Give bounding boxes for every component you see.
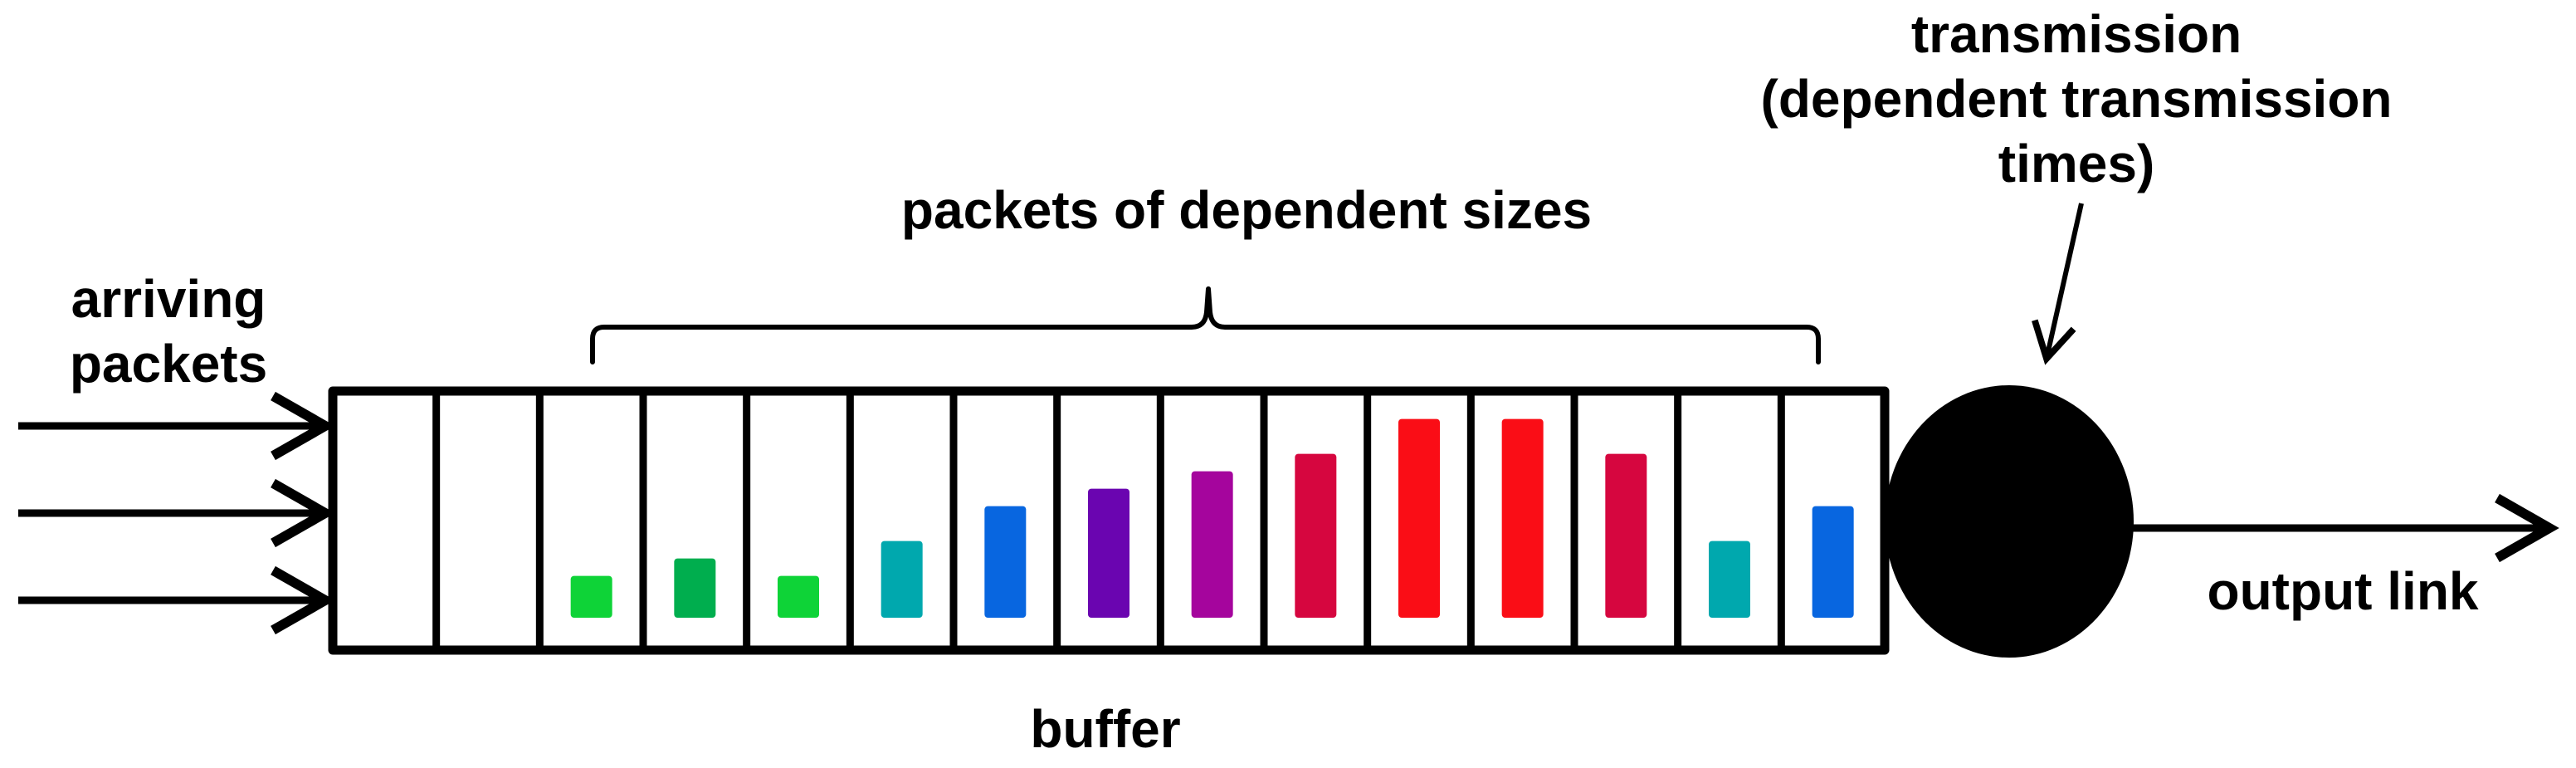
packet-bar [1295, 453, 1337, 618]
packet-bar [1812, 506, 1854, 618]
buffer-slot-dividers [432, 391, 1785, 650]
arriving-label-line2: packets [70, 334, 267, 394]
transmission-label-line2: (dependent transmission [1761, 69, 2393, 129]
packet-bar [1088, 488, 1129, 618]
packet-bar [1709, 541, 1750, 618]
packet-bar [1398, 418, 1440, 618]
packet-bar [1191, 471, 1233, 618]
arriving-arrows [18, 391, 335, 635]
packets-brace [590, 286, 1821, 364]
packets-label: packets of dependent sizes [901, 180, 1592, 240]
transmission-server [1885, 385, 2134, 658]
packet-bar [570, 575, 612, 618]
arriving-label-line1: arriving [71, 269, 266, 329]
transmission-pointer-arrow [2032, 203, 2084, 365]
buffer-packets [570, 418, 1854, 618]
packet-bar [984, 506, 1027, 618]
packet-bar [1501, 418, 1544, 618]
buffer-label: buffer [1030, 699, 1180, 759]
packet-bar [674, 558, 716, 618]
packet-bar [778, 575, 819, 618]
transmission-label-line3: times) [1998, 134, 2155, 193]
transmission-label-line1: transmission [1911, 4, 2242, 64]
packet-bar [881, 541, 923, 618]
packet-bar [1605, 453, 1647, 618]
output-link-label: output link [2207, 561, 2478, 621]
